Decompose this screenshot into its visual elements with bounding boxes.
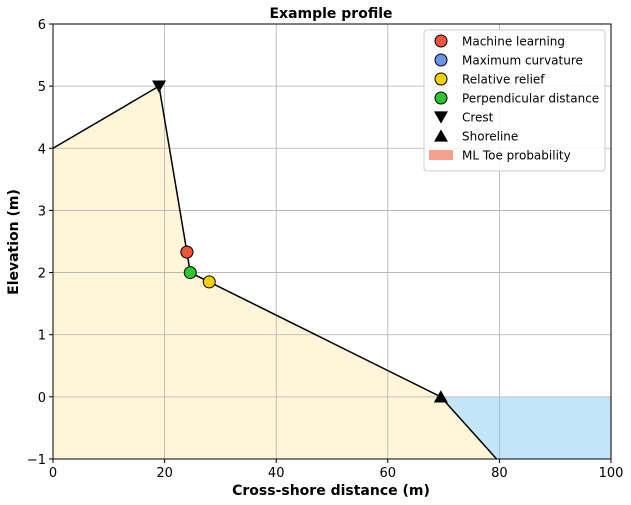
legend-crest-icon (434, 111, 448, 124)
y-tick-label: 5 (38, 80, 46, 95)
perpendicular-distance-marker (183, 266, 197, 280)
y-tick-label: 6 (38, 18, 46, 33)
legend-maximum-curvature-icon (434, 53, 448, 67)
legend-box (423, 29, 606, 172)
relative-relief-marker (202, 275, 216, 289)
x-tick-label: 60 (380, 466, 397, 481)
crest-marker (152, 80, 167, 93)
x-tick-label: 0 (49, 466, 57, 481)
x-tick-label: 100 (599, 466, 624, 481)
legend-machine-learning-label: Machine learning (462, 35, 565, 49)
legend: Machine learning Maximum curvature Relativ… (423, 29, 606, 172)
x-tick-label: 20 (156, 466, 173, 481)
y-tick-label: 0 (38, 391, 46, 406)
x-tick-label: 80 (491, 466, 508, 481)
axes-frame (52, 23, 612, 460)
y-tick-label: −1 (27, 453, 46, 468)
legend-perpendicular-distance-label: Perpendicular distance (462, 92, 599, 106)
legend-shoreline-label: Shoreline (462, 130, 518, 144)
legend-crest-label: Crest (462, 111, 494, 125)
y-tick-label: 2 (38, 267, 46, 282)
y-tick-label: 1 (38, 329, 46, 344)
x-axis-label: Cross-shore distance (m) (232, 483, 430, 499)
y-axis-label: Elevation (m) (6, 189, 22, 295)
legend-relative-relief-label: Relative relief (462, 73, 545, 87)
legend-maximum-curvature-label: Maximum curvature (462, 54, 583, 68)
legend-machine-learning-icon (434, 34, 448, 48)
x-tick-label: 40 (268, 466, 285, 481)
legend-shoreline-icon (434, 129, 448, 142)
y-tick-label: 4 (38, 142, 46, 157)
legend-relative-relief-icon (434, 72, 448, 86)
machine-learning-marker (180, 245, 194, 259)
legend-perpendicular-distance-icon (434, 91, 448, 105)
shoreline-marker (433, 390, 448, 403)
y-tick-label: 3 (38, 204, 46, 219)
sand-fill (53, 86, 497, 460)
legend-ml-toe-probability-icon (429, 150, 453, 160)
chart-title: Example profile (269, 6, 392, 22)
legend-ml-toe-probability-label: ML Toe probability (462, 149, 571, 163)
